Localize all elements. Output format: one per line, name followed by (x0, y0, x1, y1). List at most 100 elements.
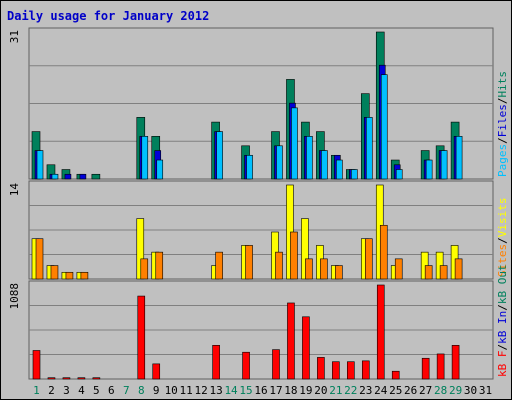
bar-kb-f-day-2 (47, 377, 56, 380)
legend-entry: Pages (496, 144, 509, 177)
bar-kb-f-day-29 (451, 345, 460, 380)
bar-kb-f-day-24 (376, 284, 385, 380)
bar-sites-day-24 (379, 224, 388, 280)
bar-sites-day-29 (454, 258, 463, 280)
panel-visits-sites: 14 Sites/Visits (8, 180, 509, 280)
bar-pages-day-19 (306, 136, 313, 180)
bar-kb-f-day-25 (391, 370, 400, 380)
bar-pages-day-9 (156, 159, 164, 180)
bar-visits-day-8 (136, 218, 145, 280)
legend-entry: kB In (496, 311, 509, 344)
bar-kb-f-day-23 (361, 360, 370, 380)
x-tick-label: 10 (165, 384, 178, 397)
x-tick-label: 9 (153, 384, 160, 397)
panel-legend: Sites/Visits (496, 198, 509, 278)
panel-legend: Pages/Files/Hits (496, 71, 509, 177)
bar-visits-day-19 (301, 218, 309, 280)
bar-pages-day-18 (291, 107, 298, 180)
bar-sites-day-23 (364, 238, 373, 280)
bar-pages-day-13 (216, 131, 223, 180)
bar-sites-day-20 (320, 258, 328, 280)
x-tick-label: 31 (479, 384, 492, 397)
x-tick-label: 11 (180, 384, 193, 397)
x-tick-label: 21 (329, 384, 342, 397)
bar-kb-f-day-1 (32, 350, 41, 380)
bar-sites-day-25 (394, 258, 403, 280)
bar-sites-day-1 (35, 238, 44, 280)
bar-pages-day-17 (276, 145, 283, 180)
bar-sites-day-28 (439, 265, 448, 280)
bar-pages-day-22 (351, 169, 358, 180)
x-tick-label: 13 (209, 384, 222, 397)
bar-pages-day-8 (141, 136, 149, 180)
bar-kb-f-day-4 (77, 377, 86, 380)
x-tick-label: 1 (33, 384, 40, 397)
bar-sites-day-3 (65, 271, 74, 280)
legend-entry: Hits (496, 71, 509, 98)
x-tick-label: 22 (344, 384, 357, 397)
x-tick-label: 2 (48, 384, 55, 397)
bar-kb-f-day-18 (287, 302, 295, 380)
legend-entry: kB Out (496, 264, 509, 304)
bar-files-day-3 (64, 173, 72, 180)
bar-pages-day-15 (246, 154, 253, 180)
legend-entry: Sites (496, 244, 509, 277)
bar-sites-day-19 (305, 258, 313, 280)
legend-entry: Visits (496, 198, 509, 238)
bar-pages-day-25 (395, 169, 403, 180)
bar-pages-day-29 (455, 136, 463, 180)
legend-entry: / (496, 98, 509, 105)
bar-pages-day-28 (440, 150, 448, 180)
legend-entry: kB F (496, 351, 509, 378)
x-tick-label: 7 (123, 384, 130, 397)
x-tick-label: 30 (464, 384, 477, 397)
x-tick-label: 29 (449, 384, 462, 397)
bar-kb-f-day-5 (92, 377, 101, 380)
x-tick-label: 20 (314, 384, 327, 397)
bar-sites-day-21 (335, 265, 343, 280)
bar-kb-f-day-28 (436, 353, 445, 380)
bar-sites-day-9 (155, 251, 164, 280)
bar-files-day-4 (79, 173, 87, 180)
bar-pages-day-20 (321, 150, 328, 180)
bar-kb-f-day-20 (317, 357, 325, 380)
bar-sites-day-2 (50, 265, 59, 280)
bar-sites-day-15 (245, 245, 253, 280)
x-tick-label: 28 (434, 384, 447, 397)
x-tick-label: 18 (284, 384, 297, 397)
bar-kb-f-day-21 (332, 361, 340, 380)
bar-kb-f-day-17 (272, 349, 280, 380)
bar-sites-day-17 (275, 251, 283, 280)
bar-pages-day-27 (425, 159, 433, 180)
bar-sites-day-18 (290, 231, 298, 280)
x-tick-label: 16 (254, 384, 267, 397)
bar-sites-day-27 (424, 265, 433, 280)
legend-entry: Files (496, 104, 509, 137)
y-max-label: 31 (8, 30, 21, 43)
bar-kb-f-day-8 (137, 295, 146, 380)
bar-kb-f-day-9 (152, 363, 161, 380)
y-max-label: 1088 (8, 283, 21, 310)
bar-pages-day-1 (36, 150, 44, 180)
bar-kb-f-day-15 (242, 351, 250, 380)
x-tick-label: 25 (389, 384, 402, 397)
bar-pages-day-24 (380, 74, 388, 180)
chart-title: Daily usage for January 2012 (7, 9, 209, 23)
bar-sites-day-4 (80, 271, 89, 280)
bar-kb-f-day-3 (62, 377, 71, 380)
x-tick-label: 24 (374, 384, 388, 397)
x-tick-label: 8 (138, 384, 145, 397)
x-tick-label: 3 (63, 384, 70, 397)
bar-kb-f-day-13 (212, 345, 220, 380)
x-tick-label: 6 (108, 384, 115, 397)
bar-pages-day-21 (336, 159, 343, 180)
legend-entry: / (496, 304, 509, 311)
legend-entry: / (496, 137, 509, 144)
x-tick-label: 12 (195, 384, 208, 397)
x-tick-label: 14 (224, 384, 238, 397)
bar-hits-day-5 (91, 173, 101, 180)
